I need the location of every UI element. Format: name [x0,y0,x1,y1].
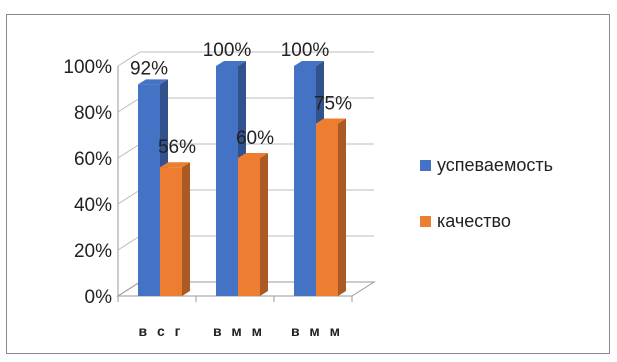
y-tick-label: 20% [74,241,112,262]
bar-front [216,66,238,296]
bar-front [238,158,260,296]
bar-front [160,167,182,296]
legend-item-series-2: качество [420,206,553,236]
bar-front [294,66,316,296]
bar-side [182,162,190,296]
data-label: 92% [130,58,168,79]
bar-side [260,153,268,296]
data-label: 100% [203,40,252,61]
data-label: 100% [281,40,330,61]
bar-side [338,118,346,296]
bar-front [316,123,338,296]
gridline-diagonal [117,51,141,67]
data-label: 56% [158,137,196,158]
gridline-diagonal [117,143,141,159]
y-tick-label: 60% [74,149,112,170]
bar-top [160,162,190,168]
legend-item-series-1: успеваемость [420,150,553,180]
bar-top [238,153,268,158]
y-tick-label: 100% [63,57,112,78]
legend-swatch-series-1 [420,159,431,171]
bar-front [138,84,160,297]
y-tick-label: 80% [74,103,112,124]
chart-legend: успеваемость качество [420,150,553,262]
legend-label-series-2: качество [437,210,511,231]
legend-label-series-1: успеваемость [437,154,553,175]
x-tick-label: в с г [138,323,183,339]
x-tick-label: в м м [213,323,265,339]
gridline-diagonal [117,189,141,205]
y-tick-label: 40% [74,195,112,216]
gridline-diagonal [117,97,141,113]
y-tick-label: 0% [85,287,113,308]
data-label: 60% [236,128,274,149]
gridline-diagonal [117,235,141,251]
bar-top [216,61,246,66]
x-tick-label: в м м [291,323,343,339]
bar-top [138,79,168,85]
data-label: 75% [314,94,352,115]
bar-top [294,61,324,66]
bar-top [316,118,346,124]
legend-swatch-series-2 [420,215,431,227]
